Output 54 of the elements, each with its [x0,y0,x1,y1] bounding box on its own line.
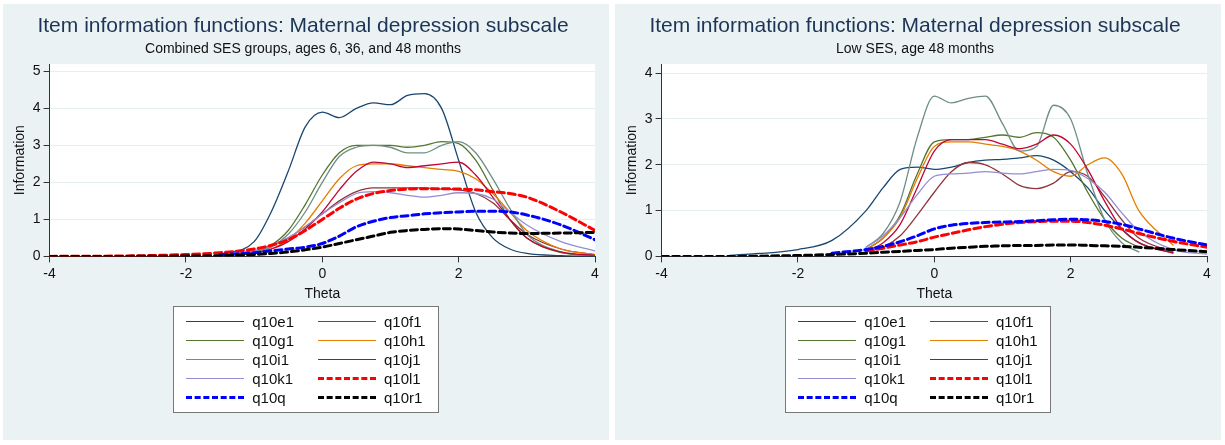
y-axis-title: Information [11,125,28,196]
legend-label: q10g1 [864,332,906,349]
y-tick-label: 1 [32,210,41,227]
x-axis-title: Theta [916,285,953,302]
legend-label: q10i1 [864,351,901,368]
x-tick-label: -2 [179,264,193,281]
legend-label: q10f1 [384,313,422,330]
legend-label: q10h1 [384,332,426,349]
legend-label: q10r1 [996,389,1035,406]
x-axis-title: Theta [304,285,341,302]
x-tick-label: 0 [930,264,939,281]
x-tick-label: -4 [655,264,669,281]
chart-subtitle: Combined SES groups, ages 6, 36, and 48 months [145,40,461,57]
x-tick-label: 4 [591,264,600,281]
legend-label: q10e1 [864,313,906,330]
y-axis-title: Information [623,125,640,196]
legend-label: q10j1 [384,351,421,368]
legend-label: q10f1 [996,313,1034,330]
legend-label: q10k1 [864,370,906,387]
x-tick-label: -2 [791,264,805,281]
line-series [864,219,1207,253]
legend-label: q10l1 [996,370,1033,387]
line-series [865,168,1207,255]
legend-label: q10j1 [996,351,1033,368]
x-tick-label: 2 [1066,264,1075,281]
y-tick-label: 3 [644,109,653,126]
y-tick-label: 4 [644,64,653,81]
y-tick-label: 0 [32,247,41,264]
x-tick-label: 0 [318,264,327,281]
legend-label: q10q [252,389,286,406]
y-tick-label: 2 [32,173,41,190]
line-series [830,217,1207,255]
y-tick-label: 4 [32,99,41,116]
chart-title: Item information functions: Maternal depression subscale [37,13,569,37]
legend-label: q10r1 [384,389,423,406]
line-series [218,209,595,257]
y-tick-label: 5 [32,62,41,79]
legend-label: q10e1 [252,313,294,330]
legend-label: q10k1 [252,370,294,387]
chart-title: Item information functions: Maternal depression subscale [649,13,1181,37]
y-tick-label: 2 [644,155,653,172]
legend-label: q10g1 [252,332,294,349]
x-tick-label: -4 [43,264,57,281]
line-series [865,95,1140,253]
y-tick-label: 0 [644,247,653,264]
y-tick-label: 1 [644,201,653,218]
y-tick-label: 3 [32,136,41,153]
x-tick-label: 4 [1203,264,1212,281]
x-tick-label: 2 [454,264,463,281]
legend-label: q10h1 [996,332,1038,349]
legend-label: q10l1 [384,370,421,387]
chart-subtitle: Low SES, age 48 months [836,40,994,57]
legend-label: q10q [864,389,898,406]
legend-label: q10i1 [252,351,289,368]
